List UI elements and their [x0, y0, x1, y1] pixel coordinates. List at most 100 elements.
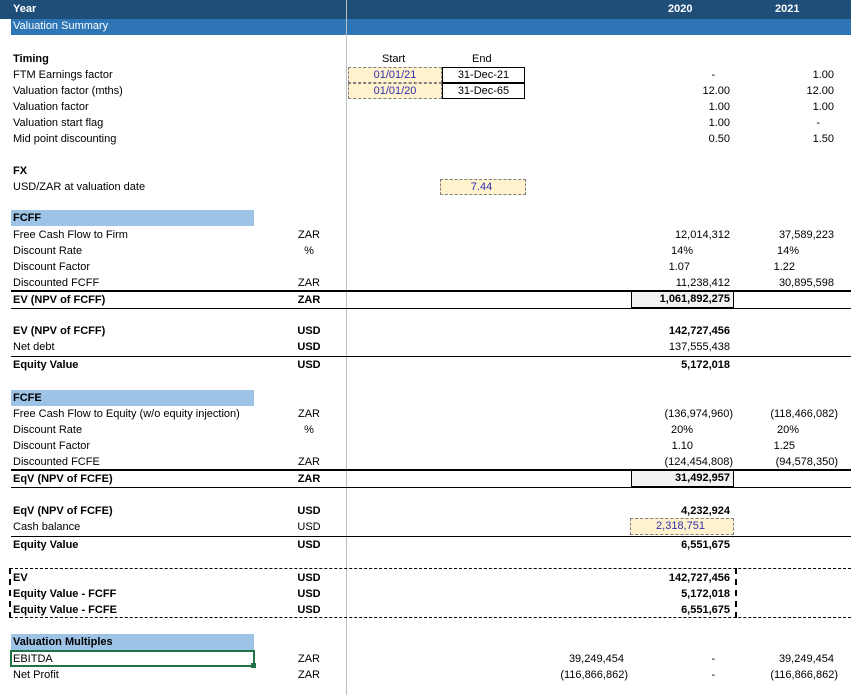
- multiples-total-value: 39,249,454: [568, 653, 624, 665]
- timing-end-cell[interactable]: 31-Dec-21: [442, 67, 525, 83]
- summary-unit: USD: [297, 572, 321, 584]
- fcfe-2020-value: (124,454,808): [664, 456, 734, 468]
- fx-title: FX: [13, 165, 28, 177]
- summary-value: 5,172,018: [681, 588, 730, 600]
- fcfe-2021-value: (118,466,082): [770, 408, 838, 420]
- summary-label: Equity Value - FCFE: [13, 604, 117, 616]
- total-border: [11, 290, 851, 292]
- summary-box: [10, 568, 851, 618]
- fcff-title-bar: [11, 210, 254, 226]
- timing-end-header: End: [472, 53, 492, 65]
- timing-start-input[interactable]: 01/01/20: [348, 83, 442, 99]
- multiples-row-unit: ZAR: [298, 653, 320, 665]
- timing-2020-value: -: [711, 69, 715, 81]
- fill-handle[interactable]: [251, 663, 256, 668]
- fcfe-title-bar: [11, 390, 254, 406]
- fcfe-row-label: Free Cash Flow to Equity (w/o equity inj…: [13, 408, 240, 420]
- summary-left-border: [9, 568, 11, 618]
- timing-start-input[interactable]: 01/01/21: [348, 67, 442, 83]
- subtotal-border: [11, 536, 851, 537]
- timing-2020-value: 0.50: [708, 133, 730, 145]
- multiples-total-value: (116,866,862): [560, 669, 628, 681]
- multiples-row-label: EBITDA: [13, 653, 53, 665]
- fcfe-usd-unit: USD: [297, 521, 321, 533]
- multiples-row-unit: ZAR: [298, 669, 320, 681]
- fcfe-row-unit: %: [304, 424, 314, 436]
- timing-2021-value: 12.00: [806, 85, 834, 97]
- multiples-title: Valuation Multiples: [13, 636, 113, 648]
- col-2020-header: 2020: [668, 3, 693, 15]
- timing-title: Timing: [13, 53, 49, 65]
- fcff-2021-value: 1.22: [773, 261, 795, 273]
- multiples-title-bar: [11, 634, 254, 650]
- fcfe-row-unit: ZAR: [298, 456, 320, 468]
- total-border: [11, 469, 851, 471]
- timing-2020-value: 1.00: [708, 117, 730, 129]
- fx-label: USD/ZAR at valuation date: [13, 181, 146, 193]
- fcfe-usd-label: EqV (NPV of FCFE): [13, 505, 113, 517]
- section-title: Valuation Summary: [13, 20, 109, 32]
- fcff-equity-unit: USD: [297, 359, 321, 371]
- fcff-equity-value: 5,172,018: [681, 359, 730, 371]
- fcfe-row-label: Discounted FCFE: [13, 456, 100, 468]
- multiples-2020-value: -: [711, 669, 715, 681]
- fcff-2021-value: 14%: [776, 245, 799, 257]
- fcfe-equity-unit: USD: [297, 539, 321, 551]
- fcfe-2021-value: 1.25: [773, 440, 795, 452]
- fcfe-equity-value: 6,551,675: [681, 539, 730, 551]
- fcff-2020-value: 11,238,412: [675, 277, 730, 289]
- fcfe-2020-value: (136,974,960): [664, 408, 734, 420]
- selected-cell[interactable]: [10, 650, 255, 667]
- header-bar: [0, 0, 851, 19]
- fcff-usd-value: 137,555,438: [668, 341, 730, 353]
- fx-rate-input[interactable]: 7.44: [440, 179, 526, 195]
- timing-start-header: Start: [382, 53, 406, 65]
- fcff-row-unit: ZAR: [298, 277, 320, 289]
- fcff-2021-value: 37,589,223: [778, 229, 834, 241]
- subtotal-border: [11, 356, 851, 357]
- fcff-ev-total: 1,061,892,275: [631, 291, 734, 308]
- fcff-ev-label: EV (NPV of FCFF): [13, 294, 106, 306]
- summary-value: 142,727,456: [668, 572, 730, 584]
- timing-2021-value: 1.50: [812, 133, 834, 145]
- fcff-title: FCFF: [13, 212, 42, 224]
- timing-end-cell[interactable]: 31-Dec-65: [442, 83, 525, 99]
- fcff-row-label: Discount Rate: [13, 245, 83, 257]
- timing-row-label: Valuation start flag: [13, 117, 104, 129]
- year-label: Year: [13, 3, 37, 15]
- fcfe-usd-label: Cash balance: [13, 521, 81, 533]
- fcfe-title: FCFE: [13, 392, 42, 404]
- fcff-equity-label: Equity Value: [13, 359, 79, 371]
- fcff-usd-unit: USD: [297, 341, 321, 353]
- fcfe-2020-value: 20%: [670, 424, 693, 436]
- fcff-usd-label: EV (NPV of FCFF): [13, 325, 106, 337]
- fcfe-row-label: Discount Rate: [13, 424, 83, 436]
- fcfe-row-label: Discount Factor: [13, 440, 91, 452]
- fcfe-equity-label: Equity Value: [13, 539, 79, 551]
- fcff-ev-unit: ZAR: [297, 294, 321, 306]
- fcff-usd-value: 142,727,456: [668, 325, 730, 337]
- fcfe-usd-unit: USD: [297, 505, 321, 517]
- total-border: [11, 308, 851, 309]
- fcfe-usd-value: 4,232,924: [681, 505, 730, 517]
- fcff-2021-value: 30,895,598: [778, 277, 834, 289]
- multiples-2021-value: (116,866,862): [770, 669, 838, 681]
- fcff-row-unit: ZAR: [298, 229, 320, 241]
- fcff-usd-label: Net debt: [13, 341, 55, 353]
- total-border: [11, 487, 851, 488]
- timing-2020-value: 12.00: [702, 85, 730, 97]
- fcff-2020-value: 1.07: [668, 261, 690, 273]
- timing-2021-value: -: [816, 117, 820, 129]
- fcfe-eqv-unit: ZAR: [297, 473, 321, 485]
- fcfe-2020-value: 1.10: [671, 440, 693, 452]
- timing-2021-value: 1.00: [812, 101, 834, 113]
- fcff-2020-value: 14%: [670, 245, 693, 257]
- multiples-2020-value: -: [711, 653, 715, 665]
- multiples-row-label: Net Profit: [13, 669, 59, 681]
- cash-balance-input[interactable]: 2,318,751: [630, 518, 734, 535]
- fcff-2020-value: 12,014,312: [674, 229, 730, 241]
- summary-label: EV: [13, 572, 28, 584]
- fcfe-row-unit: ZAR: [298, 408, 320, 420]
- timing-2021-value: 1.00: [812, 69, 834, 81]
- fcff-usd-unit: USD: [297, 325, 321, 337]
